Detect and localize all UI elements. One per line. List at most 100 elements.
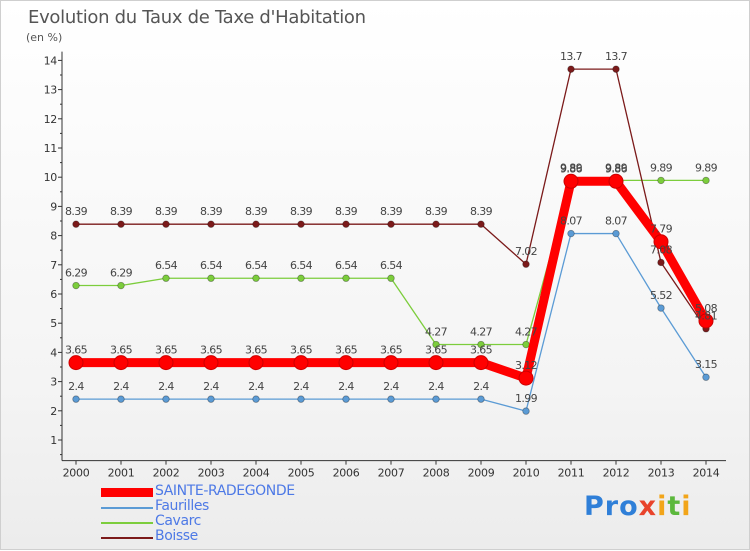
data-point-sainte-radegonde	[563, 173, 579, 189]
data-point-sainte-radegonde	[113, 355, 129, 371]
data-point-faurilles	[432, 395, 440, 403]
data-point-faurilles	[342, 395, 350, 403]
data-label-sainte-radegonde: 3.65	[65, 344, 88, 357]
x-tick-label: 2014	[693, 467, 720, 480]
data-label-cavarc: 4.27	[515, 326, 538, 339]
data-label-cavarc: 9.89	[560, 161, 583, 174]
data-point-faurilles	[207, 395, 215, 403]
x-tick-label: 2003	[198, 467, 225, 480]
unit-label: (en %)	[26, 31, 63, 44]
data-label-faurilles: 2.4	[428, 380, 444, 393]
data-point-cavarc	[207, 274, 215, 282]
data-label-cavarc: 6.29	[65, 267, 88, 280]
x-tick-label: 2012	[603, 467, 630, 480]
data-label-sainte-radegonde: 7.79	[650, 223, 673, 236]
legend-swatch-boisse	[101, 537, 153, 539]
data-point-boisse	[522, 260, 530, 268]
data-label-sainte-radegonde: 3.65	[470, 344, 493, 357]
logo-text-x: x	[638, 491, 658, 522]
data-point-boisse	[162, 220, 170, 228]
data-label-boisse: 7.02	[515, 245, 537, 258]
data-label-sainte-radegonde: 3.65	[425, 344, 448, 357]
data-label-boisse: 8.39	[335, 205, 358, 218]
x-tick-label: 2008	[423, 467, 450, 480]
x-tick-label: 2001	[108, 467, 135, 480]
data-point-cavarc	[297, 274, 305, 282]
data-label-sainte-radegonde: 3.65	[245, 344, 268, 357]
data-label-cavarc: 6.54	[155, 259, 178, 272]
data-label-cavarc: 6.29	[110, 267, 133, 280]
data-label-cavarc: 6.54	[335, 259, 358, 272]
data-point-cavarc	[117, 281, 125, 290]
x-tick-label: 2005	[288, 467, 315, 480]
data-label-boisse: 13.7	[605, 50, 628, 63]
data-label-boisse: 8.39	[200, 205, 223, 218]
data-label-faurilles: 2.4	[158, 380, 174, 393]
data-point-boisse	[252, 220, 260, 228]
data-point-sainte-radegonde	[653, 234, 669, 250]
data-point-boisse	[657, 258, 665, 267]
legend-label-boisse: Boisse	[155, 528, 198, 544]
data-label-cavarc: 6.54	[380, 259, 403, 272]
y-tick-label: 9	[50, 200, 57, 213]
x-tick-label: 2010	[513, 467, 540, 480]
data-point-sainte-radegonde	[698, 313, 714, 329]
data-point-faurilles	[702, 373, 710, 381]
data-label-boisse: 8.39	[425, 205, 448, 218]
data-label-faurilles: 8.07	[560, 215, 583, 228]
data-labels-layer: 3.65 3.65 3.65 3.65 3.65 3.65 3.65 3.65 3.65 3.65…	[65, 50, 718, 405]
data-label-boisse: 8.39	[65, 205, 88, 218]
data-label-boisse: 13.7	[560, 50, 583, 63]
data-point-faurilles	[72, 395, 80, 403]
y-tick-label: 11	[44, 142, 57, 155]
data-point-faurilles	[162, 395, 170, 403]
data-point-boisse	[342, 220, 350, 228]
data-point-sainte-radegonde	[383, 355, 399, 371]
data-point-boisse	[612, 65, 620, 73]
y-tick-label: 2	[50, 405, 57, 418]
data-point-faurilles	[387, 395, 395, 403]
y-tick-label: 1	[50, 434, 57, 447]
x-tick-label: 2009	[468, 467, 495, 480]
data-point-faurilles	[612, 229, 620, 238]
data-label-sainte-radegonde: 3.65	[155, 344, 178, 357]
y-tick-label: 13	[44, 84, 58, 97]
data-point-faurilles	[297, 395, 305, 403]
data-label-cavarc: 4.27	[425, 326, 448, 339]
data-point-boisse	[432, 220, 440, 228]
data-label-boisse: 8.39	[380, 205, 403, 218]
data-point-sainte-radegonde	[473, 355, 489, 371]
data-point-faurilles	[117, 395, 125, 403]
series-layer	[68, 65, 714, 415]
data-point-cavarc	[702, 176, 710, 185]
data-point-boisse	[297, 220, 305, 228]
x-tick-label: 2002	[153, 467, 180, 480]
data-point-boisse	[567, 65, 575, 73]
data-point-sainte-radegonde	[428, 355, 444, 371]
y-tick-label: 10	[44, 171, 58, 184]
data-point-sainte-radegonde	[158, 355, 174, 371]
legend-label-cavarc: Cavarc	[155, 513, 201, 529]
logo-text-i: i	[657, 491, 668, 522]
data-label-faurilles: 2.4	[248, 380, 264, 393]
data-label-boisse: 7.08	[650, 243, 673, 256]
data-point-faurilles	[477, 395, 485, 403]
data-point-faurilles	[567, 229, 575, 238]
data-point-cavarc	[387, 274, 395, 282]
data-point-boisse	[117, 220, 125, 228]
data-label-sainte-radegonde: 9.86	[560, 162, 583, 175]
data-label-faurilles: 5.52	[650, 289, 672, 302]
data-point-cavarc	[477, 340, 485, 349]
x-tick-label: 2000	[63, 467, 90, 480]
data-label-sainte-radegonde: 3.65	[200, 344, 223, 357]
y-tick-label: 5	[50, 317, 57, 330]
data-point-cavarc	[72, 281, 80, 290]
y-tick-label: 7	[50, 259, 57, 272]
data-label-faurilles: 1.99	[515, 392, 538, 405]
legend-swatch-cavarc	[101, 522, 153, 524]
data-point-sainte-radegonde	[293, 355, 309, 371]
proxiti-logo: Proxiti	[584, 491, 692, 522]
